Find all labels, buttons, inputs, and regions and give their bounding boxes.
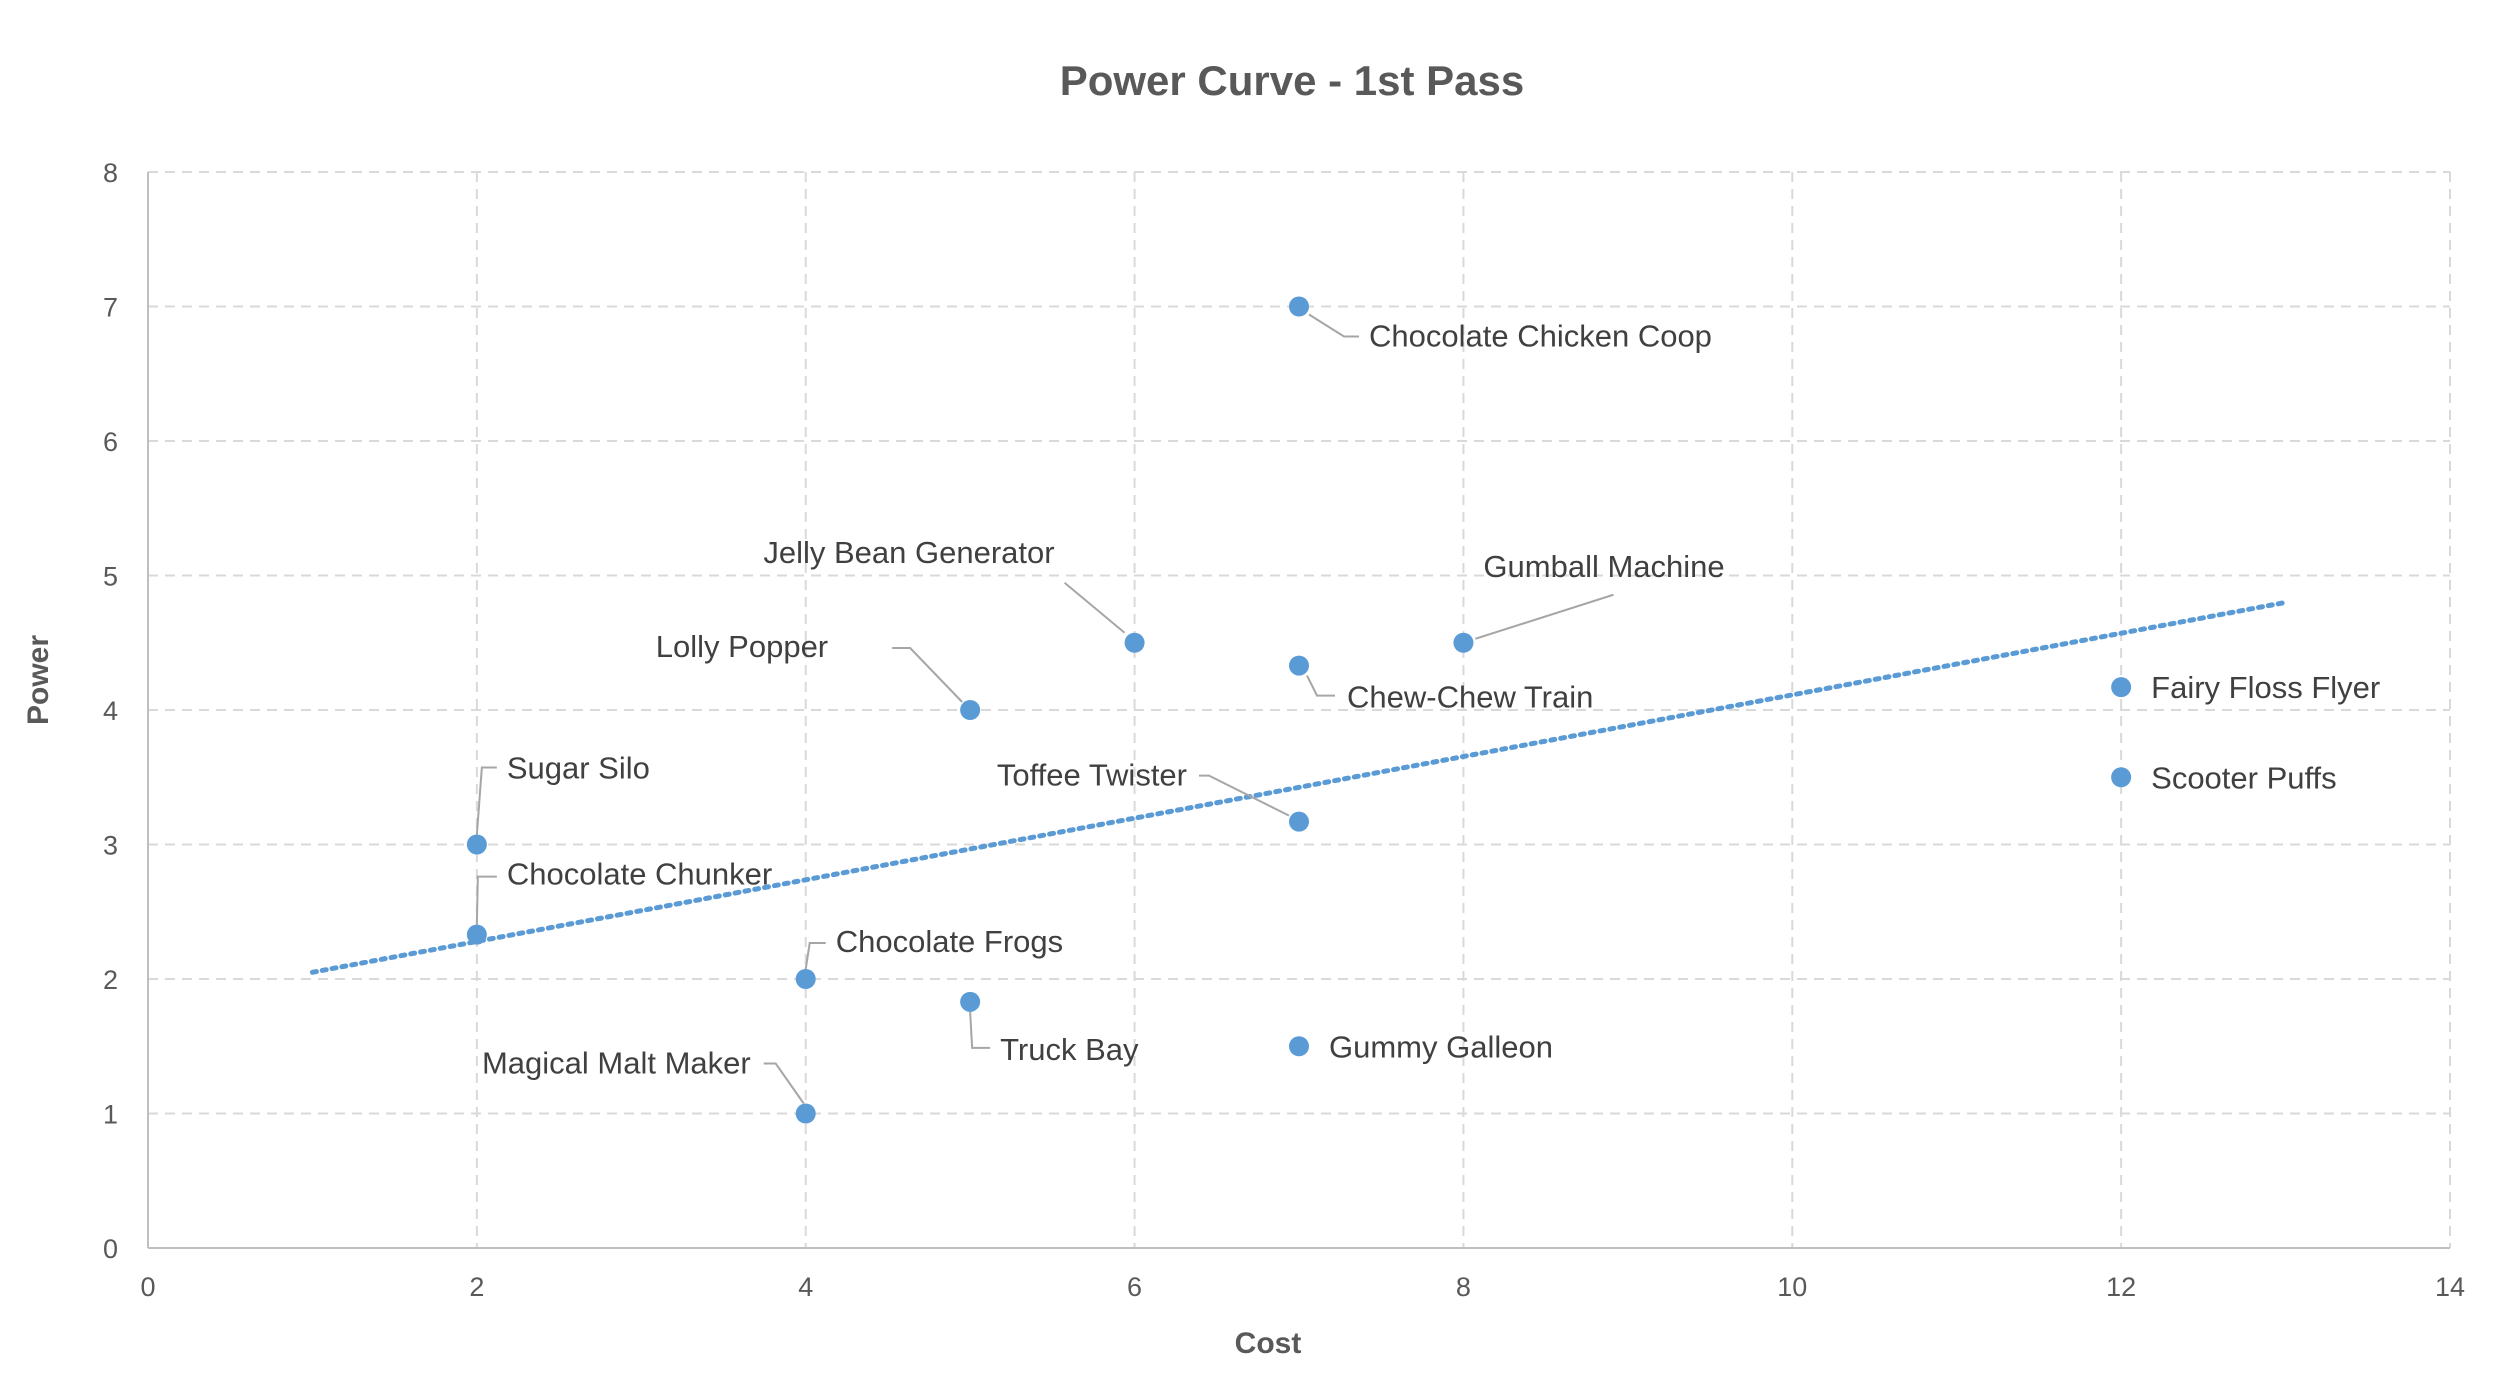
x-tick-label: 0 (140, 1272, 155, 1302)
data-label: Gumball Machine (1483, 549, 1724, 584)
label-leader-line (1475, 593, 1614, 640)
data-label: Fairy Floss Flyer (2151, 670, 2380, 705)
y-tick-label: 0 (103, 1234, 118, 1264)
label-leader-line (804, 942, 826, 970)
data-label: Toffee Twister (997, 758, 1187, 793)
y-tick-label: 1 (103, 1100, 118, 1130)
data-label: Scooter Puffs (2151, 760, 2337, 795)
label-leader-line (969, 1011, 991, 1049)
label-leader-line (1199, 774, 1290, 817)
x-tick-label: 6 (1127, 1272, 1142, 1302)
data-point (960, 700, 981, 720)
data-point (1289, 296, 1309, 317)
data-label: Chocolate Chicken Coop (1369, 319, 1712, 354)
label-leader-line (763, 1062, 805, 1105)
label-leader-line (475, 875, 497, 925)
chart-title: Power Curve - 1st Pass (1060, 57, 1525, 104)
label-leader-line (1306, 675, 1335, 697)
data-point (466, 834, 487, 855)
x-tick-label: 8 (1456, 1272, 1471, 1302)
data-label: Jelly Bean Generator (763, 535, 1054, 570)
label-leader-line (475, 766, 497, 835)
y-tick-label: 6 (103, 427, 118, 457)
data-point (1124, 632, 1145, 653)
x-tick-label: 10 (1777, 1272, 1807, 1302)
trendline-group (309, 599, 2289, 975)
y-tick-label: 5 (103, 562, 118, 592)
data-point (960, 991, 981, 1012)
data-labels: Chocolate Chicken Coop Jelly Bean Generat… (482, 319, 2380, 1081)
y-tick-label: 4 (103, 696, 118, 726)
data-point (1289, 655, 1309, 676)
leader-lines (475, 313, 1614, 1105)
label-leader-line (1063, 581, 1126, 634)
label-leader-line (892, 647, 963, 703)
data-label: Sugar Silo (507, 751, 650, 786)
data-point (2111, 677, 2132, 698)
x-tick-label: 12 (2106, 1272, 2136, 1302)
data-points (466, 296, 2132, 1124)
gridlines (148, 171, 2451, 1248)
data-point (1289, 1036, 1309, 1057)
data-label: Chocolate Frogs (836, 924, 1063, 959)
data-point (1289, 811, 1309, 832)
y-tick-label: 3 (103, 831, 118, 861)
data-label: Magical Malt Maker (482, 1046, 751, 1081)
y-axis-title: Power (22, 635, 55, 725)
trendline (309, 599, 2289, 975)
x-tick-label: 4 (798, 1272, 813, 1302)
data-point (795, 969, 816, 989)
x-tick-label: 14 (2435, 1272, 2465, 1302)
data-label: Chocolate Chunker (507, 857, 772, 892)
label-leader-line (1308, 313, 1359, 338)
x-axis-title: Cost (1235, 1327, 1302, 1360)
y-tick-label: 2 (103, 965, 118, 995)
data-label: Lolly Popper (656, 629, 828, 664)
data-point (795, 1103, 816, 1124)
y-tick-label: 8 (103, 158, 118, 188)
data-label: Gummy Galleon (1329, 1029, 1553, 1064)
x-tick-label: 2 (469, 1272, 484, 1302)
y-tick-label: 7 (103, 293, 118, 323)
data-point (2111, 767, 2132, 788)
data-label: Truck Bay (1000, 1032, 1139, 1067)
data-point (466, 924, 487, 945)
data-label: Chew-Chew Train (1347, 680, 1593, 715)
data-point (1453, 632, 1474, 653)
